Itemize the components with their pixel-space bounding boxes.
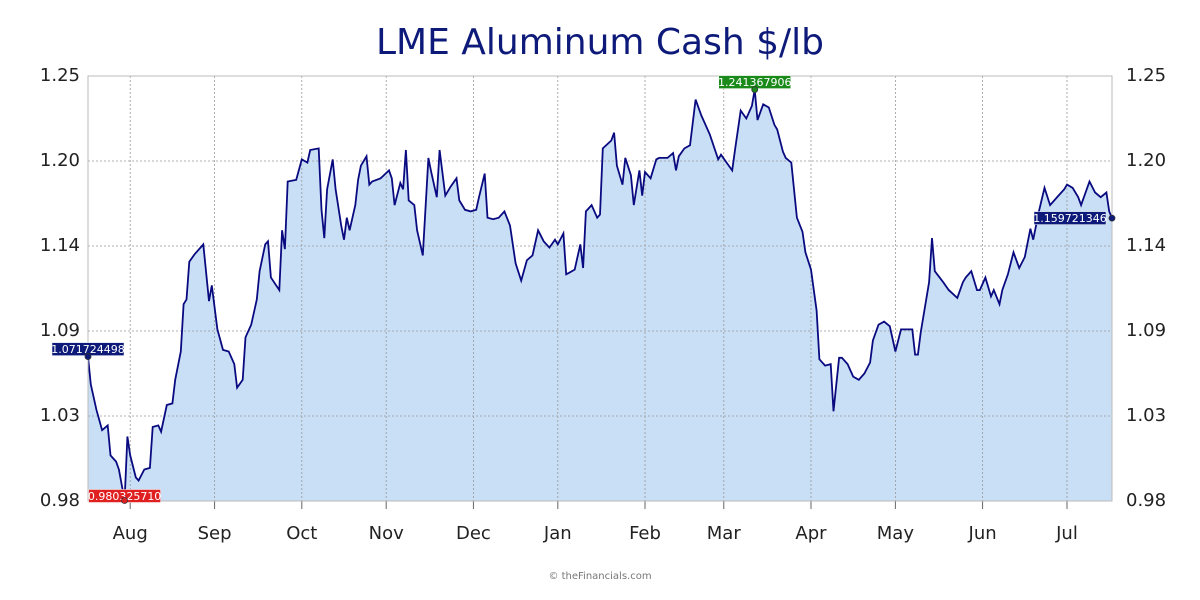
x-tick-label: Mar [707,523,742,544]
annotation-label: 0.980325710 [88,490,161,503]
x-tick-label: Dec [456,523,491,544]
x-tick-label: Oct [286,523,317,544]
x-tick-label: Jan [543,523,572,544]
y-tick-label-right: 1.09 [1126,320,1166,341]
y-tick-label-right: 1.20 [1126,150,1166,171]
annotation-label: 1.071724498 [51,343,124,356]
x-tick-label: Apr [795,523,827,544]
footer: © theFinancials.com [548,571,651,582]
y-tick-label: 1.25 [40,65,80,86]
annotation-label: 1.159721346 [1033,212,1106,225]
x-tick-label: Aug [113,523,148,544]
x-tick-label: Feb [629,523,661,544]
y-tick-label-right: 1.14 [1126,235,1166,256]
area-fill [88,89,1112,501]
annotation-point [1108,214,1116,222]
x-tick-label: Sep [198,523,232,544]
y-tick-label: 1.20 [40,150,80,171]
annotation-point [84,353,92,361]
y-tick-label-right: 1.03 [1126,405,1166,426]
x-tick-label: May [877,523,915,544]
price-line [87,89,1113,501]
y-tick-label-right: 1.25 [1126,65,1166,86]
annotation-point [751,86,759,93]
x-tick-label: Jun [968,523,997,544]
annotation-label: 1.241367906 [718,76,791,89]
annotation-box [1033,211,1107,225]
y-tick-label: 1.14 [40,235,80,256]
plot-border [87,75,1113,502]
x-tick-label: Nov [369,523,404,544]
y-tick-label: 1.09 [40,320,80,341]
y-tick-label: 0.98 [40,490,80,511]
y-tick-label-right: 0.98 [1126,490,1166,511]
x-tick-label: Jul [1055,523,1078,544]
chart-title: LME Aluminum Cash $/lb [376,22,824,63]
annotation-point [121,497,128,504]
y-tick-label: 1.03 [40,405,80,426]
